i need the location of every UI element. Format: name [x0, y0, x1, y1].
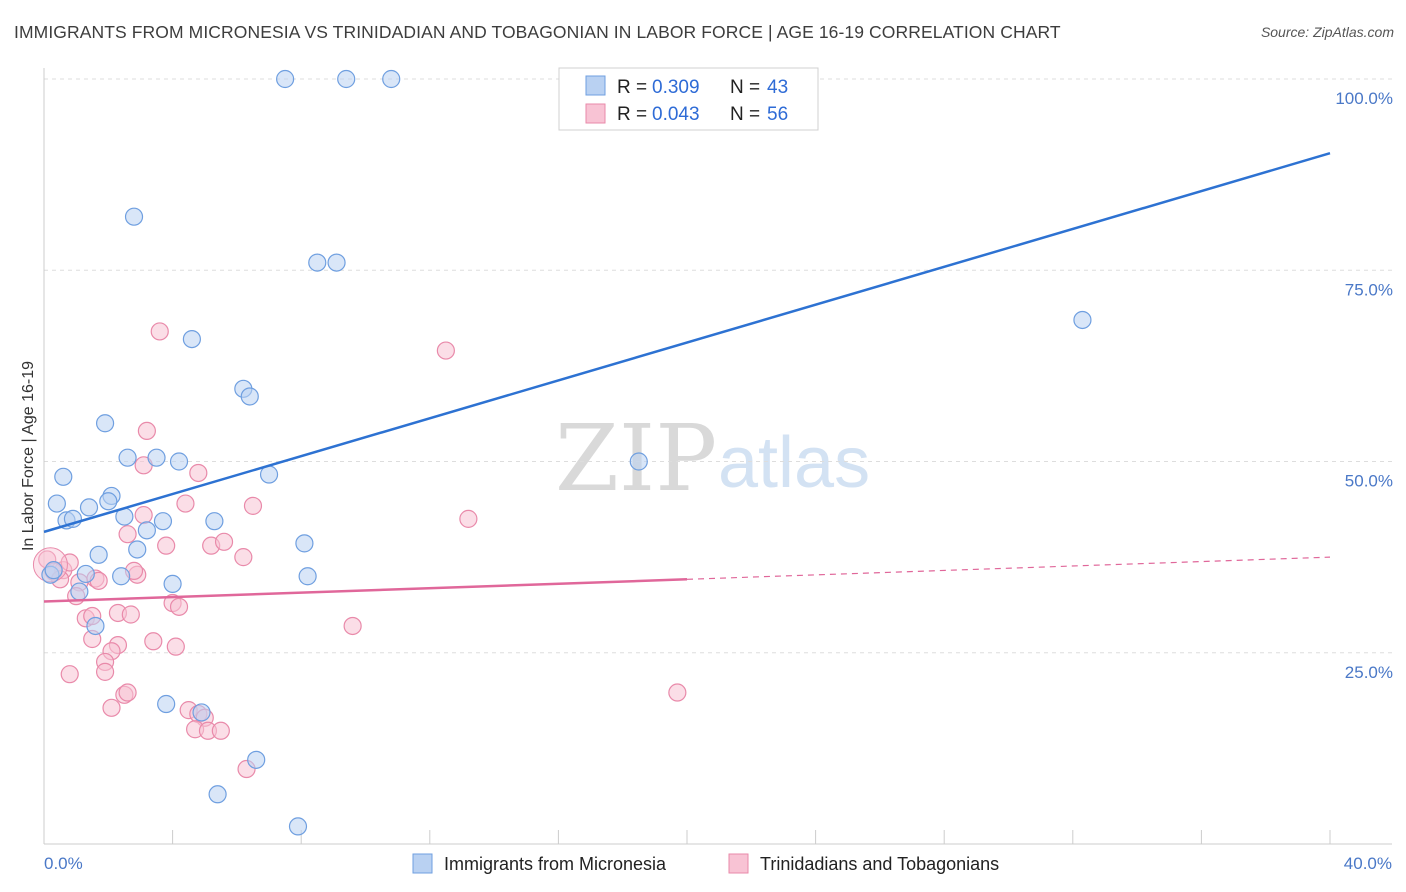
y-tick-label-100: 100.0% [1335, 89, 1393, 108]
trinidadian-point [234, 548, 253, 567]
trinidadian-point [118, 683, 137, 702]
micronesia-point [153, 512, 173, 531]
micronesia-point [288, 817, 308, 836]
bottom-legend-swatch-pink [728, 853, 749, 874]
micronesia-point [79, 498, 99, 517]
micronesia-point [337, 69, 356, 89]
trinidadian-point [169, 597, 189, 616]
micronesia-point [163, 574, 182, 594]
watermark-atlas: atlas [718, 423, 870, 503]
trinidadian-point [118, 525, 137, 544]
micronesia-point [327, 253, 346, 272]
x-tick-label-max: 40.0% [1344, 854, 1392, 873]
legend-n-value-blue: 43 [767, 77, 788, 98]
micronesia-point [182, 330, 201, 349]
micronesia-point [99, 492, 118, 511]
micronesia-point [308, 253, 327, 272]
axes [43, 68, 1392, 845]
micronesia-point [157, 694, 176, 714]
micronesia-point [247, 750, 266, 769]
trendlines [43, 152, 1331, 603]
trinidadian-point [60, 553, 79, 572]
trinidadian-point [668, 683, 687, 702]
legend-n-value-pink: 56 [767, 104, 788, 125]
legend-r-value-pink: 0.043 [652, 104, 700, 125]
trinidadian-point [166, 637, 185, 656]
micronesia-point [112, 567, 131, 586]
micronesia-point [629, 452, 648, 471]
y-axis-label: In Labor Force | Age 16-19 [20, 361, 37, 551]
legend-n-label-blue: N = [730, 77, 760, 98]
top-legend: R = 0.309 N = 43 R = 0.043 N = 56 [558, 67, 819, 131]
micronesia-point [89, 545, 108, 564]
micronesia-point [276, 69, 295, 89]
bottom-legend-swatch-blue [412, 853, 433, 874]
legend-swatch-blue [585, 75, 606, 96]
trinidadian-point [459, 509, 478, 528]
trinidadian-point [121, 605, 140, 624]
micronesia-trendline [43, 152, 1331, 534]
micronesia-point [147, 448, 166, 467]
trinidadian-point [176, 494, 195, 513]
trinidadian-point [211, 721, 230, 740]
y-tick-labels: 25.0% 50.0% 75.0% 100.0% [1335, 89, 1393, 682]
micronesia-point [44, 561, 63, 580]
trinidadian-point [102, 698, 121, 717]
micronesia-point [70, 582, 89, 601]
y-tick-label-50: 50.0% [1345, 472, 1393, 491]
trinidadian-point [157, 536, 176, 555]
source-label: Source: ZipAtlas.com [1260, 24, 1394, 40]
micronesia-point [192, 703, 211, 722]
micronesia-point [118, 448, 137, 467]
trinidadian-point [134, 505, 153, 525]
trinidadian-point [436, 341, 455, 360]
micronesia-point [137, 521, 156, 540]
y-tick-label-75: 75.0% [1345, 280, 1393, 299]
chart-title: IMMIGRANTS FROM MICRONESIA VS TRINIDADIA… [14, 22, 1061, 42]
x-ticks [43, 830, 1331, 844]
legend-n-label-pink: N = [730, 104, 760, 125]
trinidadian-trendline [43, 578, 688, 603]
legend-r-label-blue: R = [617, 77, 647, 98]
micronesia-point [47, 494, 66, 513]
micronesia-point [240, 387, 259, 406]
legend-r-value-blue: 0.309 [652, 77, 700, 98]
micronesia-point [382, 69, 401, 89]
trinidadian-point [137, 421, 156, 440]
trinidadian-point [214, 532, 234, 551]
trinidadian-point [343, 616, 362, 636]
micronesia-point [169, 452, 189, 471]
y-tick-label-25: 25.0% [1345, 663, 1393, 682]
series-micronesia-points [41, 69, 1092, 836]
micronesia-point [295, 534, 314, 553]
trinidadian-point [150, 322, 169, 341]
micronesia-point [128, 540, 147, 559]
legend-swatch-pink [585, 103, 606, 124]
trinidadian-point [243, 496, 263, 515]
micronesia-point [76, 564, 95, 584]
bottom-legend: Immigrants from Micronesia Trinidadians … [412, 853, 999, 874]
trinidadian-trendline-extension [686, 556, 1331, 580]
trinidadian-point [189, 463, 208, 483]
micronesia-point [208, 785, 227, 804]
micronesia-point [54, 467, 73, 486]
legend-r-label-pink: R = [617, 104, 647, 125]
bottom-legend-label-pink: Trinidadians and Tobagonians [760, 854, 999, 874]
trinidadian-point [60, 665, 79, 684]
micronesia-point [86, 616, 105, 636]
trinidadian-point [144, 632, 163, 651]
trinidadian-point [95, 662, 115, 681]
x-tick-label-min: 0.0% [44, 854, 83, 873]
micronesia-point [124, 207, 144, 226]
bottom-legend-label-blue: Immigrants from Micronesia [444, 854, 667, 874]
gridlines [44, 78, 1392, 654]
micronesia-point [205, 512, 224, 531]
micronesia-point [95, 414, 115, 433]
micronesia-point [1073, 310, 1092, 330]
micronesia-point [298, 567, 317, 586]
